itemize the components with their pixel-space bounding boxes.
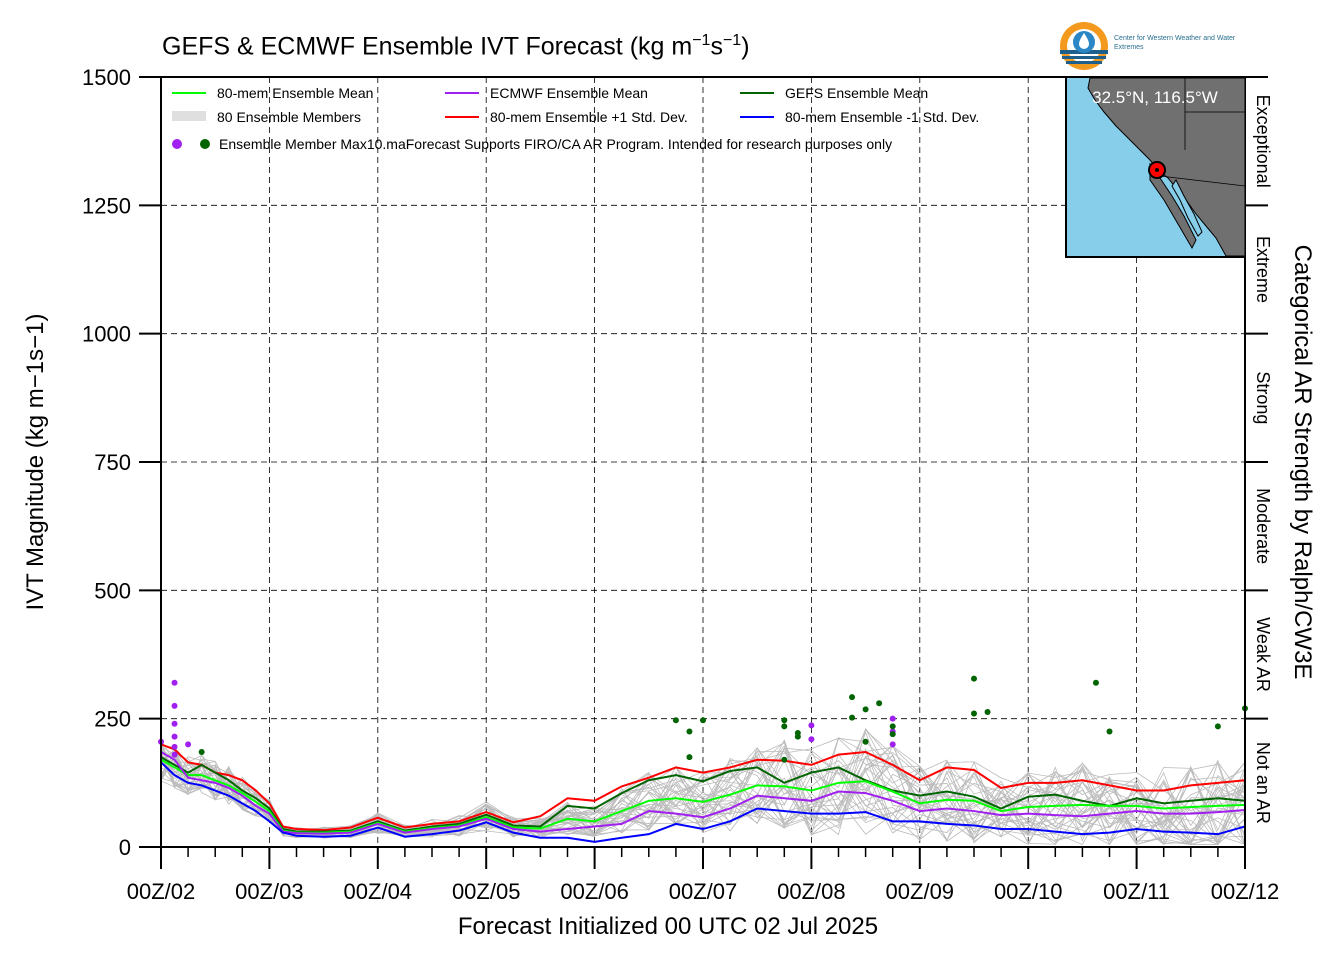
ecmwf-max-point	[171, 743, 178, 750]
series-lines	[160, 743, 1246, 843]
ecmwf-max-point	[171, 702, 178, 709]
x-tick-label: 00Z/09	[886, 879, 955, 904]
gefs-max-point	[971, 675, 977, 682]
ecmwf-max-point	[185, 741, 192, 748]
y-tick-label: 0	[119, 835, 131, 860]
chart-title: GEFS & ECMWF Ensemble IVT Forecast (kg m…	[162, 32, 750, 61]
gefs-max-point	[876, 700, 883, 707]
legend-minus1-label: 80-mem Ensemble -1 Std. Dev.	[785, 109, 979, 125]
gefs-max-point	[1092, 679, 1099, 686]
gefs-max-point	[849, 694, 856, 701]
location-inset-map	[1065, 76, 1246, 258]
gefs-max-point	[672, 717, 679, 724]
legend-ecmwf-mean-label: ECMWF Ensemble Mean	[490, 85, 648, 101]
legend-members-label: 80 Ensemble Members	[217, 109, 361, 125]
cw3e-logo-text: Center for Western Weather and Water Ext…	[1114, 35, 1236, 51]
inset-location-center	[1155, 168, 1159, 172]
legend-gefs-mean-label: GEFS Ensemble Mean	[785, 85, 928, 101]
series-line	[160, 743, 1246, 832]
gefs-max-point	[862, 738, 869, 745]
gefs-max-point	[971, 710, 977, 717]
grid-lines	[161, 77, 1245, 847]
gefs-max-point	[889, 723, 896, 730]
x-tick-label: 00Z/08	[777, 879, 846, 904]
y-tick-label: 500	[94, 578, 131, 603]
x-tick-label: 00Z/03	[235, 879, 304, 904]
inset-land	[1087, 77, 1246, 257]
gefs-max-point	[781, 723, 788, 730]
category-label: Extreme	[1253, 236, 1273, 303]
gefs-max-point	[1214, 723, 1221, 730]
series-line	[160, 751, 1246, 835]
category-label: Moderate	[1253, 488, 1273, 564]
series-line	[160, 756, 1246, 833]
y-tick-label: 250	[94, 707, 131, 732]
y-tick-label: 1000	[82, 322, 131, 347]
ecmwf-max-point	[171, 679, 178, 686]
x-tick-label: 00Z/12	[1211, 879, 1280, 904]
category-label: Not an AR	[1253, 742, 1273, 824]
ecmwf-max-point	[171, 751, 178, 758]
x-tick-label: 00Z/11	[1103, 879, 1170, 904]
gefs-max-point	[781, 756, 788, 763]
ensemble-member-line	[160, 743, 1246, 845]
category-label: Exceptional	[1253, 95, 1273, 188]
ecmwf-max-point	[171, 733, 178, 740]
series-line	[160, 758, 1246, 834]
legend-mean80-label: 80-mem Ensemble Mean	[217, 85, 373, 101]
x-tick-label: 00Z/04	[344, 879, 413, 904]
y-tick-label: 1500	[82, 65, 131, 90]
y-axis-label: IVT Magnitude (kg m−1s−1)	[22, 313, 49, 611]
gefs-max-point	[862, 706, 869, 713]
legend-gefs-max-dot	[200, 139, 210, 149]
axes: 0 250 500 750 1000 1250 1500 00Z/02 00Z/03 00Z/04…	[82, 65, 1279, 904]
ensemble-max-points	[158, 675, 1248, 763]
gefs-max-point	[686, 754, 693, 761]
legend: 80-mem Ensemble Mean ECMWF Ensemble Mean G…	[172, 85, 979, 152]
series-line	[160, 761, 1246, 843]
ecmwf-max-point	[889, 715, 896, 722]
inset-gulf	[1171, 179, 1203, 237]
legend-max-label: Ensemble Member Max10.maForecast Support…	[219, 136, 892, 152]
gefs-max-point	[984, 708, 991, 715]
gefs-max-point	[686, 728, 693, 735]
inset-border-line	[1159, 175, 1246, 187]
inset-baja	[1149, 162, 1197, 250]
inset-location-label: 32.5°N, 116.5°W	[1092, 88, 1218, 107]
gefs-max-point	[889, 731, 896, 738]
gefs-max-point	[849, 714, 856, 721]
cw3e-logo: Center for Western Weather and Water Ext…	[1058, 20, 1238, 72]
gefs-max-point	[700, 717, 706, 724]
gefs-max-point	[781, 717, 788, 724]
category-label: Weak AR	[1253, 617, 1273, 692]
ecmwf-max-point	[808, 722, 815, 729]
y-tick-label: 1250	[82, 193, 131, 218]
x-tick-label: 00Z/06	[560, 879, 629, 904]
legend-ecmwf-max-dot	[172, 139, 182, 149]
y-tick-label: 750	[94, 450, 131, 475]
ecmwf-max-point	[808, 736, 815, 743]
gefs-max-point	[198, 749, 205, 756]
x-tick-label: 00Z/02	[127, 879, 196, 904]
x-axis-label: Forecast Initialized 00 UTC 02 Jul 2025	[457, 913, 879, 940]
ensemble-members	[160, 727, 1246, 846]
gefs-max-point	[794, 733, 801, 740]
ecmwf-max-point	[889, 741, 896, 748]
cw3e-logo-icon	[1060, 22, 1108, 70]
gefs-max-point	[1106, 728, 1113, 735]
ecmwf-max-point	[171, 720, 178, 727]
x-tick-label: 00Z/07	[669, 879, 738, 904]
category-label: Strong	[1253, 371, 1273, 424]
x-tick-label: 00Z/05	[452, 879, 521, 904]
x-tick-label: 00Z/10	[994, 879, 1063, 904]
legend-plus1-label: 80-mem Ensemble +1 Std. Dev.	[490, 109, 688, 125]
right-axis-label: Categorical AR Strength by Ralph/CW3E	[1289, 244, 1316, 680]
